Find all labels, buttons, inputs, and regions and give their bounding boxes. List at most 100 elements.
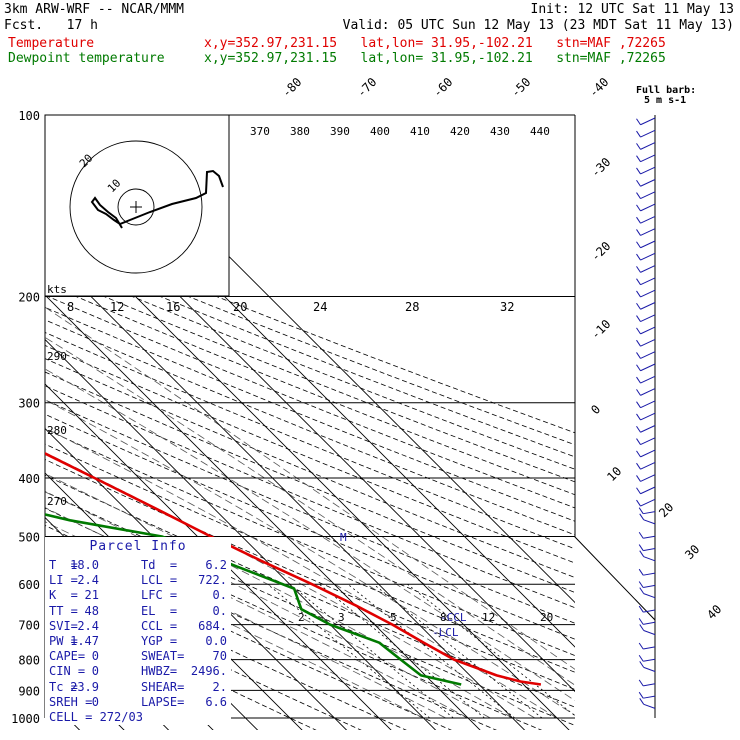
dry-adiabat-line <box>45 399 575 624</box>
wind-barb-flag <box>636 155 641 162</box>
parcel-info-value: 18.0 <box>70 558 99 572</box>
wind-barb <box>640 154 656 163</box>
isotherm-line <box>45 205 570 730</box>
parcel-info-value: 21 <box>84 588 99 603</box>
wind-barb <box>640 142 656 150</box>
theta-label: 270 <box>47 495 67 508</box>
parcel-info-key: PW = <box>49 633 78 648</box>
wind-barb <box>643 593 656 599</box>
parcel-info-key: SHEAR= <box>141 679 185 694</box>
pressure-tick-label: 1000 <box>11 712 40 726</box>
wind-barb-flag <box>636 179 641 187</box>
parcel-info-row: Tc = 23.9 SHEAR= 2. <box>45 680 231 695</box>
parcel-info-value: 23.9 <box>70 679 99 694</box>
parcel-info-title: Parcel Info <box>89 539 187 554</box>
wind-barb-flag <box>639 624 645 631</box>
wind-barb-flag <box>638 532 644 539</box>
wind-barb <box>640 326 656 335</box>
right-temperature-tick-label: 30 <box>682 542 702 562</box>
hodograph-speed-label: 12 <box>110 300 124 314</box>
wind-barb-flag <box>636 339 641 347</box>
dewpoint-line <box>45 513 462 686</box>
parcel-info-value: 0 <box>91 649 99 664</box>
wind-barb-flag <box>636 167 641 175</box>
wind-barb <box>643 548 656 552</box>
dry-adiabat-line <box>45 344 575 564</box>
parcel-info-value: 0 <box>91 694 99 709</box>
wind-barb <box>640 388 656 396</box>
wind-barb-flag <box>638 568 644 576</box>
wind-barb <box>640 289 656 298</box>
parcel-info-key: YGP = <box>141 633 178 648</box>
top-temperature-tick-label: -50 <box>508 75 533 100</box>
parcel-cell: CELL = 272/03 <box>49 709 143 724</box>
parcel-info-key: Td = <box>141 558 178 572</box>
wind-barb-flag <box>636 315 641 322</box>
wind-barb-flag <box>638 642 644 650</box>
top-temperature-tick-label: -60 <box>430 75 455 100</box>
mixing-ratio-label: 20 <box>540 611 553 624</box>
dewpoint-legend-label: Dewpoint temperature <box>8 51 165 66</box>
right-temperature-tick-label: 40 <box>704 602 724 622</box>
parcel-info-panel: Parcel Info T = 18.0 Td = 6.2 LI = 2.4 LCL = 72… <box>45 537 231 726</box>
parcel-info-key: LAPSE= <box>141 694 185 709</box>
pressure-tick-label: 400 <box>18 472 40 486</box>
wind-barb <box>640 425 656 433</box>
parcel-info-value: 2.4 <box>77 573 99 588</box>
parcel-info-key: SREH = <box>49 694 93 709</box>
wind-barb-flag <box>636 376 641 384</box>
parcel-info-value: 722. <box>198 573 227 588</box>
wind-barb <box>643 683 656 687</box>
wind-barb-flag <box>636 216 641 224</box>
wind-barb <box>640 252 656 261</box>
parcel-info-key: CCL = <box>141 618 178 633</box>
wind-barb <box>643 584 656 588</box>
wind-barb <box>643 666 656 672</box>
wind-barb-flag <box>636 229 641 236</box>
parcel-info-key: SWEAT= <box>141 649 185 664</box>
parcel-info-row: PW = 1.47 YGP = 0.0 <box>45 634 231 649</box>
wind-barb-flag <box>636 253 641 261</box>
mixing-ratio-label: 12 <box>482 611 495 624</box>
wind-barb <box>640 166 656 175</box>
barb-key-units: 5 m s-1 <box>644 95 686 106</box>
wind-barb-flag <box>636 364 641 372</box>
model-title: 3km ARW-WRF -- NCAR/MMM <box>4 2 185 17</box>
wind-barb <box>640 314 656 323</box>
wind-barb-flag <box>636 118 641 126</box>
parcel-info-key: CAPE= <box>49 649 86 664</box>
isotherm-line <box>45 294 481 730</box>
parcel-info-key: CIN = <box>49 664 86 679</box>
theta-label: 290 <box>47 350 67 363</box>
wind-barb-flag <box>639 587 645 594</box>
wind-barb-flag <box>636 487 641 495</box>
wind-barb <box>640 474 656 482</box>
wind-barb <box>640 437 656 446</box>
pressure-tick-label: 700 <box>18 619 40 633</box>
parcel-info-value: 2.4 <box>77 618 99 633</box>
parcel-info-value: 1.47 <box>70 633 99 648</box>
hodograph-speed-label: 28 <box>405 300 419 314</box>
wind-barb <box>643 703 656 709</box>
wind-barb-flag <box>636 327 641 335</box>
theta-e-label: 370 <box>250 125 270 138</box>
theta-e-label: 380 <box>290 125 310 138</box>
top-temperature-tick-label: -70 <box>354 75 379 100</box>
pressure-tick-label: 200 <box>18 291 40 305</box>
wind-barb-flag <box>636 389 641 396</box>
wind-barb-flag <box>639 513 645 521</box>
wind-barb-flag <box>636 450 641 458</box>
wind-barb-flag <box>638 544 644 551</box>
parcel-info-value: 6.6 <box>205 694 227 709</box>
hodograph-speed-label: 16 <box>166 300 180 314</box>
parcel-info-key: TT = <box>49 603 78 618</box>
hodograph-speed-label: 8 <box>67 300 74 314</box>
wind-barb <box>640 277 656 286</box>
top-temperature-tick-label: -40 <box>586 75 611 100</box>
temperature-legend-label: Temperature <box>8 36 95 51</box>
dewpoint-legend-info: x,y=352.97,231.15 lat,lon= 31.95,-102.21… <box>204 51 666 66</box>
parcel-info-row: SVI= 2.4 CCL = 684. <box>45 619 231 634</box>
wind-barb-flag <box>638 581 644 588</box>
pressure-tick-label: 600 <box>18 578 40 592</box>
